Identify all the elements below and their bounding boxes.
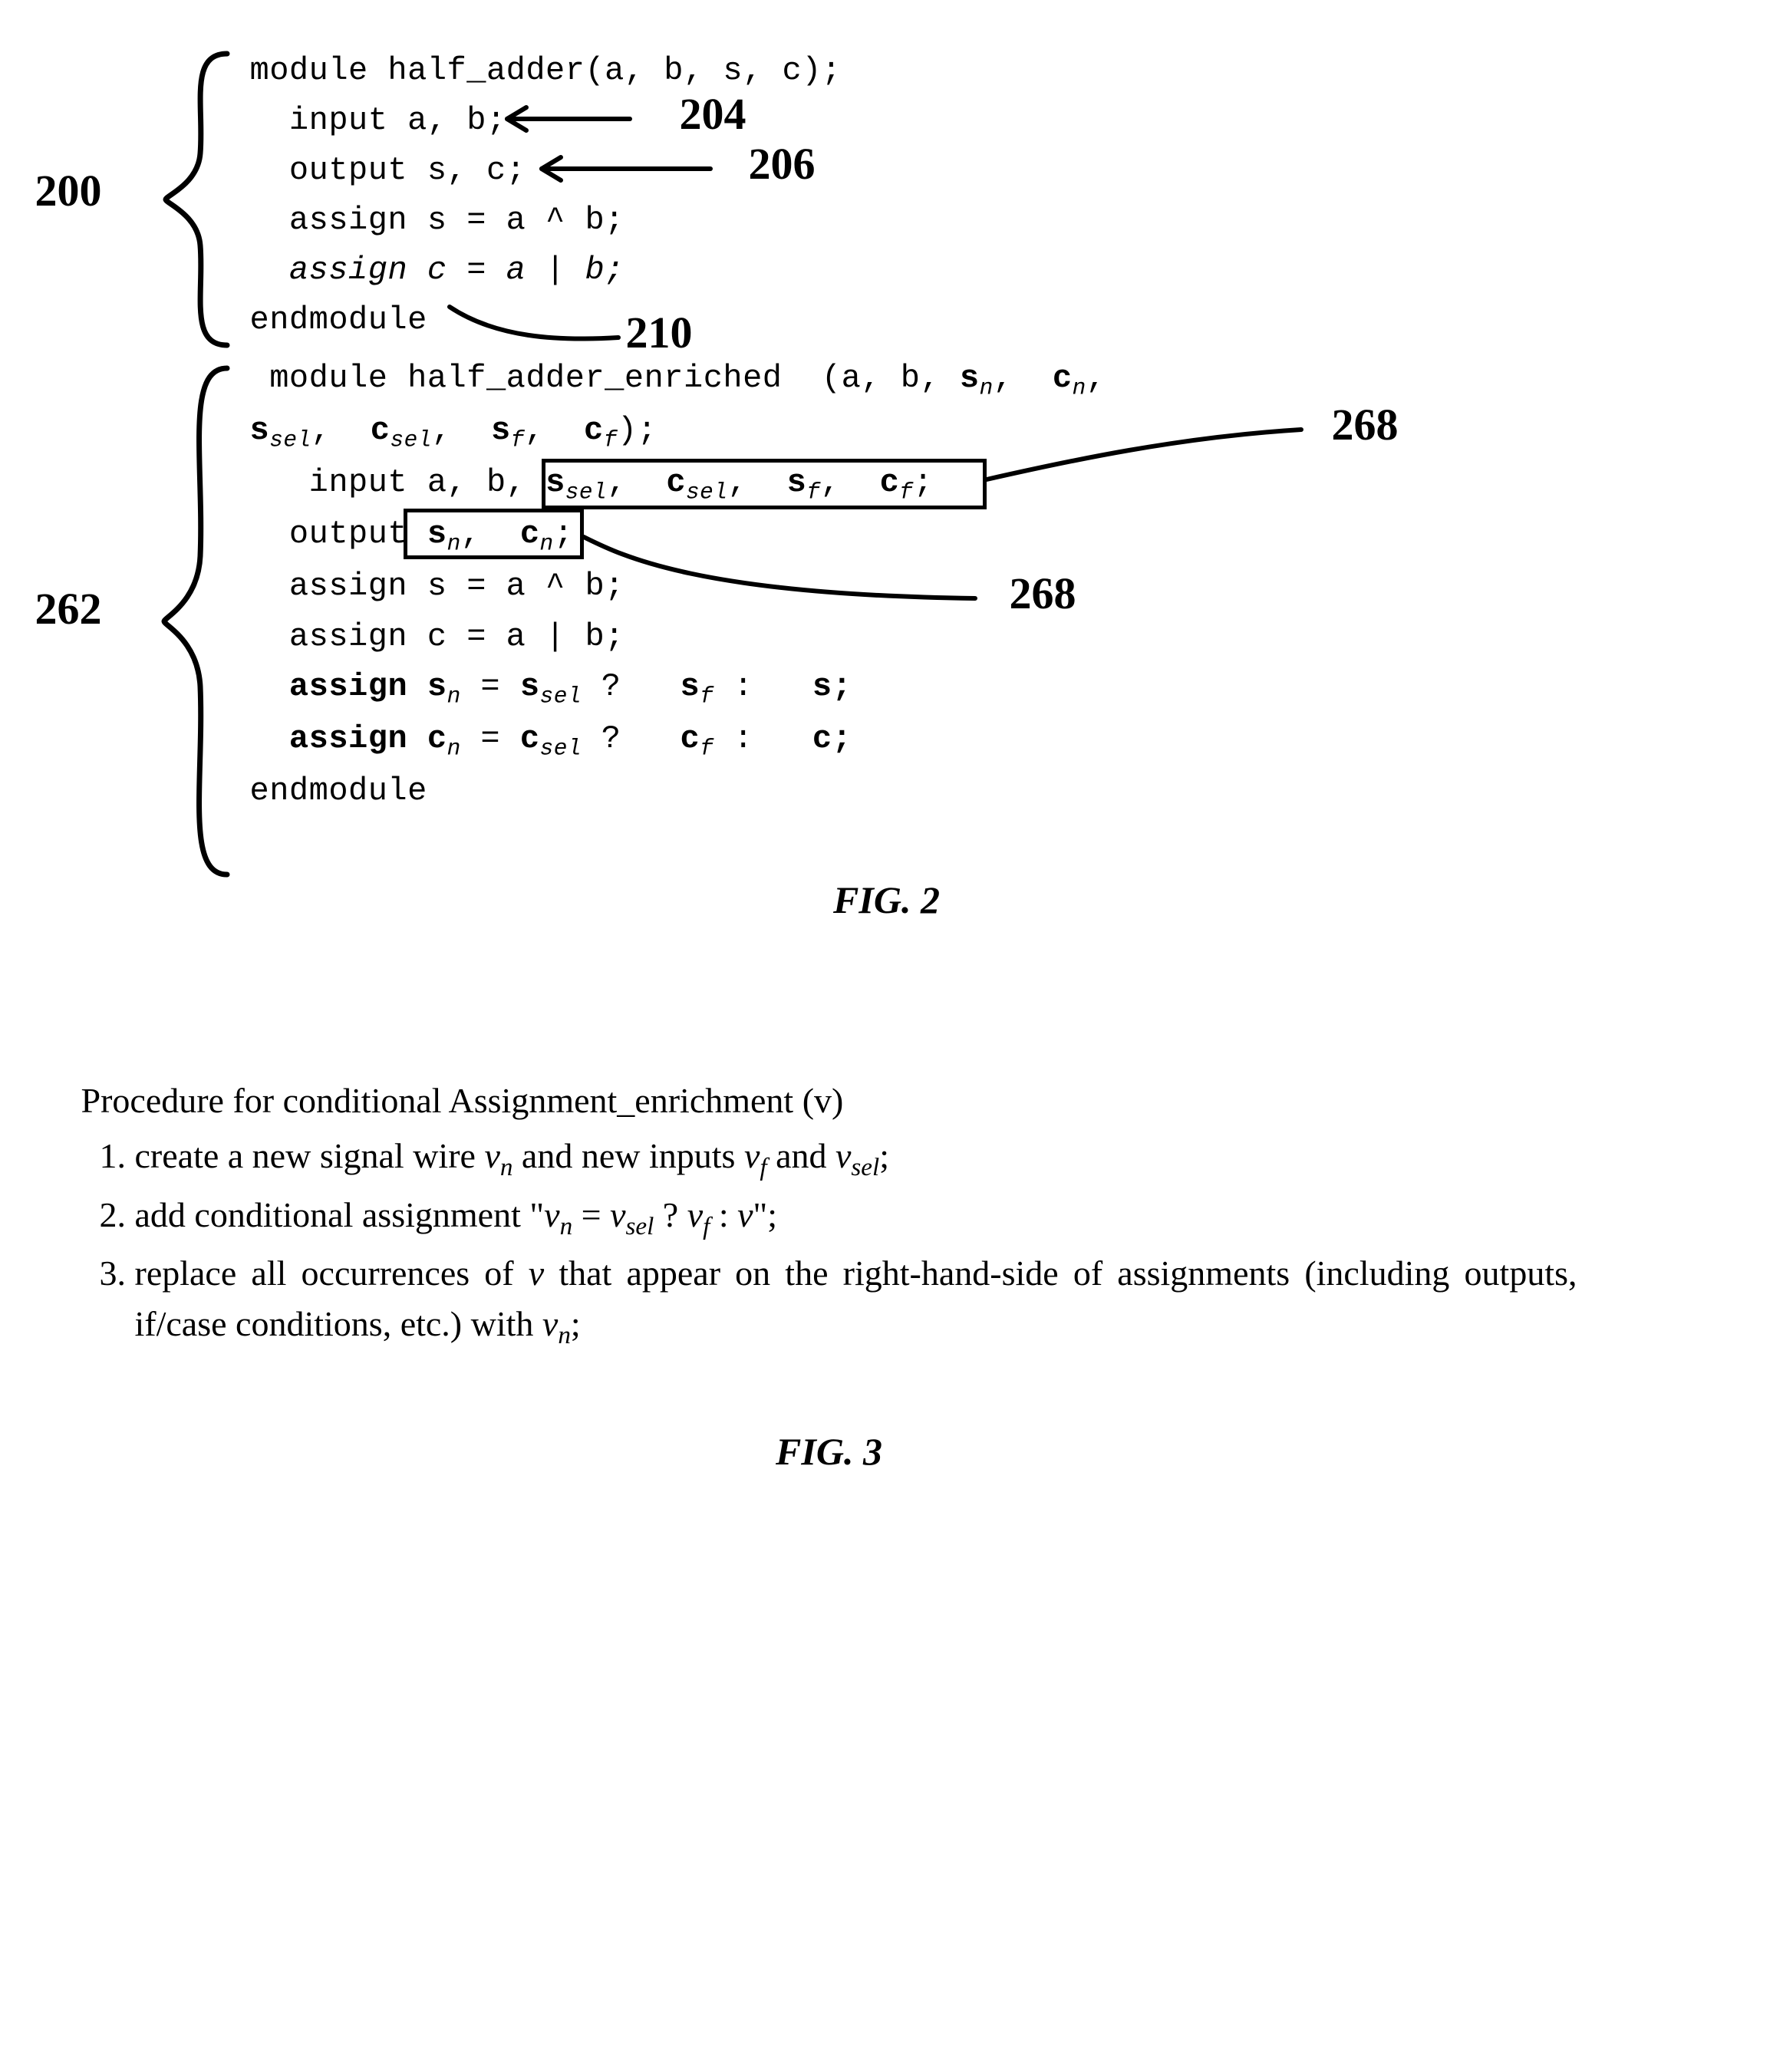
box-input-extras: [542, 459, 987, 509]
label-204: 204: [680, 88, 746, 140]
brace-262: [150, 357, 242, 886]
figure-2: 200 module half_adder(a, b, s, c); input…: [81, 46, 1692, 922]
b2-line9: endmodule: [250, 766, 1692, 816]
b1-line4: assign s = a ^ b;: [250, 196, 1692, 245]
brace-200: [150, 46, 242, 353]
label-268-top: 268: [1332, 399, 1399, 450]
figure-2-caption: FIG. 2: [81, 878, 1692, 922]
figure-3: Procedure for conditional Assignment_enr…: [81, 1076, 1577, 1480]
proc-step-3: replace all occurrences of v that appear…: [135, 1248, 1577, 1355]
arrow-204: [492, 96, 691, 142]
proc-step-2: add conditional assignment "vn = vsel ? …: [135, 1190, 1577, 1245]
figure-2-code-area: 200 module half_adder(a, b, s, c); input…: [250, 46, 1692, 816]
b1-line5: assign c = a | b;: [250, 245, 1692, 295]
b2-line8: assign cn = csel ? cf : c;: [250, 714, 1692, 766]
label-200: 200: [35, 165, 102, 216]
label-268-bottom: 268: [1010, 568, 1076, 619]
b2-line1: module half_adder_enriched (a, b, sn, cn…: [250, 354, 1692, 406]
arrow-210: [434, 292, 649, 353]
box-output-extras: [404, 509, 584, 559]
b2-line2: ssel, csel, sf, cf);: [250, 406, 1692, 458]
label-262: 262: [35, 583, 102, 634]
b2-line7: assign sn = ssel ? sf : s;: [250, 662, 1692, 714]
b1-line1: module half_adder(a, b, s, c);: [250, 46, 1692, 96]
b1-line3: output s, c;: [250, 146, 1692, 196]
proc-step-1: create a new signal wire vn and new inpu…: [135, 1131, 1577, 1186]
b1-line2: input a, b;: [250, 96, 1692, 146]
arrow-268-top: [979, 407, 1332, 499]
procedure-list: create a new signal wire vn and new inpu…: [81, 1131, 1577, 1354]
label-206: 206: [749, 138, 816, 189]
arrow-206: [526, 146, 756, 192]
procedure-title: Procedure for conditional Assignment_enr…: [81, 1076, 1577, 1127]
b2-line6: assign c = a | b;: [250, 612, 1692, 662]
arrow-268-bottom: [576, 525, 1006, 618]
label-210: 210: [626, 307, 693, 358]
page: 200 module half_adder(a, b, s, c); input…: [81, 46, 1692, 1479]
figure-3-caption: FIG. 3: [81, 1424, 1577, 1480]
